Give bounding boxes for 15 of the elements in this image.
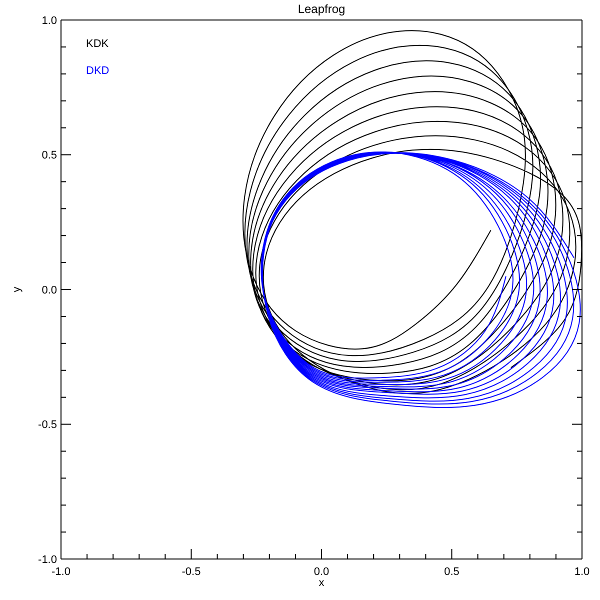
y-tick-label: 0.0 — [42, 284, 57, 296]
y-tick-label: -0.5 — [38, 419, 57, 432]
x-axis-title: x — [318, 577, 325, 589]
x-tick-label: 1.0 — [574, 566, 590, 578]
chart-title: Leapfrog — [296, 1, 346, 17]
y-tick-label: 1.0 — [42, 14, 57, 27]
x-tick-label: 0.5 — [444, 566, 460, 578]
x-tick-label: -1.0 — [52, 566, 70, 578]
y-tick-label: 0.5 — [42, 150, 57, 162]
y-tick-label: -1.0 — [38, 554, 57, 566]
text: DKD — [86, 65, 110, 79]
text: KDK — [86, 38, 110, 52]
x-tick-label: -0.5 — [182, 566, 201, 578]
x-tick-label: 0.0 — [314, 566, 330, 578]
y-axis-title: y — [10, 286, 23, 292]
